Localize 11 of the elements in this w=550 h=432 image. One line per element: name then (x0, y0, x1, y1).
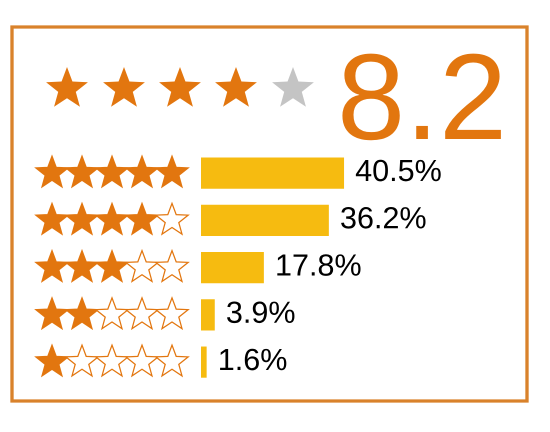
bar (201, 204, 329, 236)
bar (201, 252, 264, 284)
data-label: 36.2% (341, 206, 426, 229)
data-label: 17.8% (277, 254, 361, 276)
data-label: 1.6% (220, 348, 286, 370)
bar (201, 346, 207, 378)
data-label: 40.5% (356, 160, 441, 182)
bar (201, 158, 344, 189)
data-label: 3.9% (227, 301, 294, 324)
bar (201, 299, 215, 330)
chart-title: 8.2 (342, 54, 501, 140)
